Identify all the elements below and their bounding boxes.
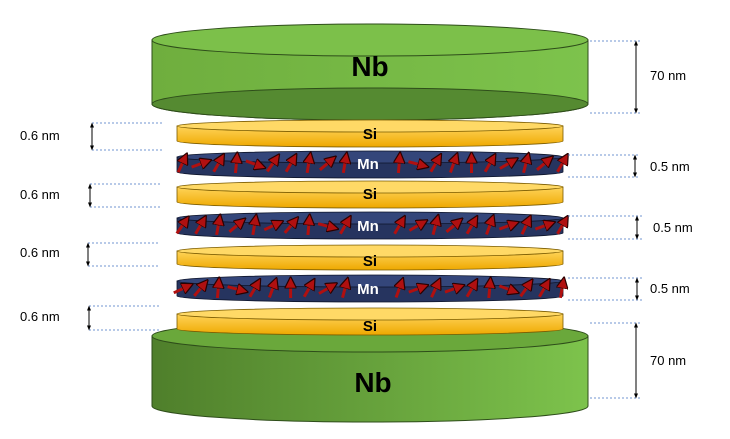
si-2-label: Si [363, 186, 377, 203]
spin-arrow [560, 280, 563, 299]
dim-mn-2: 0.5 nm [568, 215, 693, 240]
spin-arrow [519, 282, 531, 298]
spin-arrow [217, 217, 220, 236]
spin-arrow [307, 155, 310, 174]
spin-arrow [236, 155, 238, 174]
spin-arrow [556, 218, 567, 235]
si-4-label: Si [363, 318, 377, 335]
spin-arrow [269, 281, 275, 299]
dim-mn-3: 0.5 nm [568, 277, 690, 301]
mn-2-label: Mn [357, 218, 379, 235]
dim-mn-1: 0.5 nm [568, 154, 690, 178]
spin-arrow [212, 156, 223, 173]
spin-arrow [227, 287, 245, 292]
nb-top-layer: Nb [151, 23, 589, 121]
spin-arrow [248, 281, 259, 298]
dim-nb-bottom: 70 nm [590, 322, 686, 399]
mn-1-label: Mn [357, 156, 379, 173]
spin-arrow [444, 286, 462, 292]
spin-arrow [433, 217, 438, 236]
spin-arrow [343, 155, 346, 174]
spin-arrow [499, 160, 516, 170]
dim-si-1: 0.6 nm [20, 122, 162, 151]
spin-arrow [498, 286, 516, 292]
spin-arrow [432, 281, 440, 298]
mn-3-spin-arrows [173, 280, 564, 299]
spin-arrow [408, 222, 425, 232]
spin-arrow [339, 218, 349, 235]
mn-layer-2: Mn [175, 211, 567, 240]
spin-arrow [175, 219, 187, 235]
mn-1-spin-arrows [178, 155, 567, 174]
spin-arrow [524, 155, 529, 174]
dim-si-2: 0.6 nm [20, 183, 160, 208]
mn-1-thickness: 0.5 nm [650, 159, 690, 174]
spin-arrow [284, 156, 295, 173]
spin-arrow [173, 285, 190, 293]
spin-arrow [398, 155, 400, 174]
si-layer-2: Si [176, 180, 564, 209]
spin-arrow [489, 280, 491, 299]
spin-arrow [450, 156, 456, 174]
mn-2-spin-arrows [175, 217, 567, 236]
mn-3-label: Mn [357, 281, 379, 298]
si-3-label: Si [363, 253, 377, 270]
spin-arrow [217, 280, 219, 299]
spin-arrow [253, 217, 256, 236]
spin-arrow [263, 222, 280, 230]
spin-arrow [408, 162, 426, 167]
si-layer-1: Si [176, 119, 564, 148]
spin-arrow [487, 218, 493, 236]
si-3-thickness: 0.6 nm [20, 245, 60, 260]
mn-layer-1: Mn [176, 151, 567, 179]
spin-arrow [465, 281, 476, 298]
spin-arrow [498, 223, 516, 229]
spin-arrow [408, 286, 426, 292]
spin-arrow [266, 157, 277, 173]
mn-3-thickness: 0.5 nm [650, 281, 690, 296]
dim-nb-top: 70 nm [590, 40, 686, 114]
spin-arrow [283, 219, 297, 234]
spin-arrow [343, 280, 348, 299]
si-2-thickness: 0.6 nm [20, 187, 60, 202]
spin-arrow [534, 223, 552, 229]
spin-arrow [429, 156, 440, 173]
nb-top-thickness: 70 nm [650, 68, 686, 83]
spin-arrow [191, 161, 209, 167]
spin-arrow [396, 281, 402, 299]
spin-arrow [483, 156, 494, 173]
spin-arrow [317, 224, 335, 229]
spin-arrow [536, 158, 551, 171]
si-layer-3: Si [176, 244, 564, 271]
spin-arrow [245, 161, 263, 167]
spin-arrow [445, 220, 461, 233]
nb-bottom-label: Nb [354, 367, 391, 398]
spin-arrow [178, 156, 186, 173]
spin-arrow [556, 156, 567, 173]
spin-arrow [465, 218, 476, 235]
spin-arrow [318, 285, 335, 295]
spin-arrow [393, 218, 404, 235]
si-1-label: Si [363, 126, 377, 143]
spin-arrow [522, 218, 530, 235]
spin-arrow [194, 218, 205, 235]
dim-si-3: 0.6 nm [20, 242, 160, 267]
spin-arrow [228, 220, 243, 233]
si-4-thickness: 0.6 nm [20, 309, 60, 324]
si-layer-4: Si [176, 307, 564, 336]
mn-layer-3: Mn [173, 274, 564, 303]
spin-arrow [538, 281, 548, 298]
spin-arrow [318, 158, 334, 171]
spin-arrow [302, 281, 313, 298]
nb-top-label: Nb [351, 51, 388, 82]
mn-2-thickness: 0.5 nm [653, 220, 693, 235]
spin-arrow [193, 282, 206, 297]
si-1-thickness: 0.6 nm [20, 128, 60, 143]
nb-bottom-thickness: 70 nm [650, 353, 686, 368]
dim-si-4: 0.6 nm [20, 305, 160, 331]
spin-arrow [308, 217, 310, 236]
